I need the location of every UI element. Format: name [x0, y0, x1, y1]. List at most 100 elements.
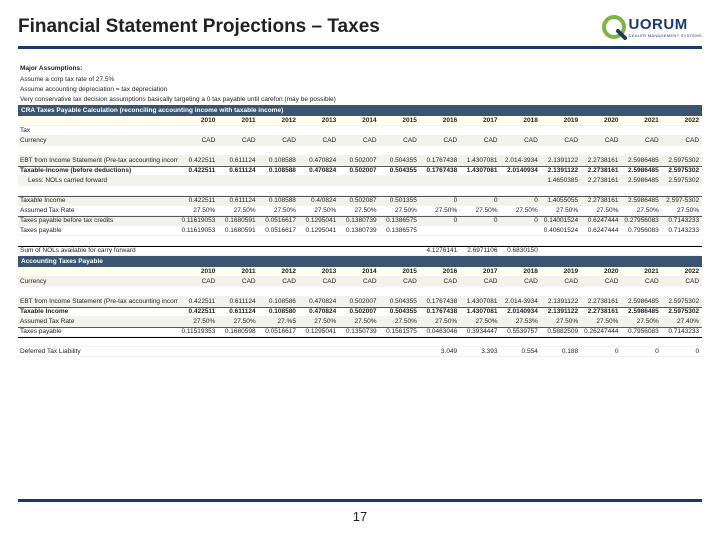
table-row: [18, 236, 702, 246]
data-cell: CAD: [218, 137, 258, 145]
data-cell: CAD: [460, 278, 500, 286]
data-cell: 0.108580: [259, 308, 299, 316]
data-cell: [581, 247, 621, 255]
table-row: Assumed Tax Rate27.50%27.50%27.50%27.50%…: [18, 206, 702, 216]
row-label: Currency: [18, 278, 178, 286]
data-cell: 27.%5: [259, 318, 299, 326]
data-cell: [339, 177, 379, 185]
data-cell: 0.108588: [259, 167, 299, 175]
row-label: Tax: [18, 127, 178, 135]
data-cell: 1.4055055: [541, 197, 581, 205]
section-header: CRA Taxes Payable Calculation (reconcili…: [18, 105, 702, 116]
data-cell: 27.50%: [581, 207, 621, 215]
data-cell: 0: [501, 197, 541, 205]
row-label: EBT from Income Statement (Pre-tax accou…: [18, 298, 178, 306]
data-cell: 0.422511: [178, 167, 218, 175]
data-cell: [218, 247, 258, 255]
year-header-cell: 2021: [621, 117, 661, 125]
data-cell: 0.108588: [259, 157, 299, 165]
data-cell: 27.50%: [621, 318, 661, 326]
data-cell: [460, 177, 500, 185]
data-cell: 27.50%: [299, 207, 339, 215]
data-cell: 0.6247444: [581, 217, 621, 225]
year-header-cell: 2014: [339, 117, 379, 125]
data-cell: [662, 247, 702, 255]
data-cell: [259, 247, 299, 255]
data-cell: CAD: [581, 137, 621, 145]
year-header-cell: 2011: [218, 117, 258, 125]
data-cell: 1.4650385: [541, 177, 581, 185]
row-label: Deferred Tax Liability: [18, 348, 178, 356]
data-cell: 27.53%: [501, 318, 541, 326]
table-row: [18, 337, 702, 347]
data-cell: 0.1386575: [380, 217, 420, 225]
table-row: Less: NOLs carried forward1.46503852.273…: [18, 176, 702, 186]
data-cell: 0: [662, 348, 702, 356]
data-cell: 2.0140934: [501, 167, 541, 175]
data-cell: 2.1391122: [541, 157, 581, 165]
data-cell: [621, 247, 661, 255]
data-cell: 0.470824: [299, 167, 339, 175]
data-cell: CAD: [339, 137, 379, 145]
data-cell: 0.7143233: [662, 217, 702, 225]
data-cell: 0.1380739: [339, 217, 379, 225]
data-cell: 27.50%: [218, 318, 258, 326]
data-cell: 2016: [420, 268, 460, 276]
assumption-line: Assume accounting depreciation = tax dep…: [18, 86, 702, 94]
data-cell: CAD: [178, 278, 218, 286]
row-label: Taxes payable: [18, 227, 178, 235]
data-cell: CAD: [339, 278, 379, 286]
data-cell: 0.1767438: [420, 308, 460, 316]
table-row: Deferred Tax Liability3.0493.3930.5540.1…: [18, 347, 702, 357]
data-cell: 2017: [460, 268, 500, 276]
data-cell: 2010: [178, 268, 218, 276]
data-cell: 2.5986485: [621, 157, 661, 165]
table-row: EBT from Income Statement (Pre-tax accou…: [18, 297, 702, 307]
table-row: CurrencyCADCADCADCADCADCADCADCADCADCADCA…: [18, 136, 702, 146]
data-cell: CAD: [218, 278, 258, 286]
data-cell: 4.1276141: [420, 247, 460, 255]
table-row: [18, 146, 702, 156]
data-cell: 2.5975302: [662, 177, 702, 185]
year-header-cell: 2019: [541, 117, 581, 125]
data-cell: 0: [420, 197, 460, 205]
data-cell: [259, 177, 299, 185]
data-cell: 2.1391122: [541, 167, 581, 175]
data-cell: 3.049: [420, 348, 460, 356]
data-cell: 0.6830150: [501, 247, 541, 255]
row-label: Taxable Income: [18, 308, 178, 316]
data-cell: 27.50%: [501, 207, 541, 215]
data-cell: 27.50%: [259, 207, 299, 215]
table-row: [18, 186, 702, 196]
page-number: 17: [0, 509, 720, 524]
data-cell: 0.502007: [339, 308, 379, 316]
data-cell: 0.40601524: [541, 227, 581, 235]
data-cell: [218, 177, 258, 185]
table-row: [18, 287, 702, 297]
data-cell: CAD: [420, 278, 460, 286]
data-cell: [178, 177, 218, 185]
data-cell: 0.1380739: [339, 227, 379, 235]
data-cell: 27.50%: [460, 207, 500, 215]
data-cell: 0.0516617: [259, 217, 299, 225]
data-cell: 0: [581, 348, 621, 356]
data-cell: 0.0516617: [259, 328, 299, 336]
data-cell: 2.5986485: [621, 167, 661, 175]
data-cell: 2.5986485: [621, 197, 661, 205]
data-cell: 0: [460, 217, 500, 225]
data-cell: 0.470824: [299, 157, 339, 165]
row-label: Assumed Tax Rate: [18, 318, 178, 326]
data-cell: 0: [501, 217, 541, 225]
data-cell: 2015: [380, 268, 420, 276]
data-cell: 27.50%: [380, 207, 420, 215]
footer-rule: [18, 499, 702, 502]
data-cell: 0.188: [541, 348, 581, 356]
row-label: Taxes payable before tax credits: [18, 217, 178, 225]
data-cell: 2.5975302: [662, 308, 702, 316]
data-cell: 0.1350739: [339, 328, 379, 336]
data-cell: 1.4307081: [460, 167, 500, 175]
year-header-cell: 2020: [581, 117, 621, 125]
data-cell: 0.504355: [380, 308, 420, 316]
data-cell: CAD: [541, 278, 581, 286]
data-cell: 2.2738161: [581, 167, 621, 175]
